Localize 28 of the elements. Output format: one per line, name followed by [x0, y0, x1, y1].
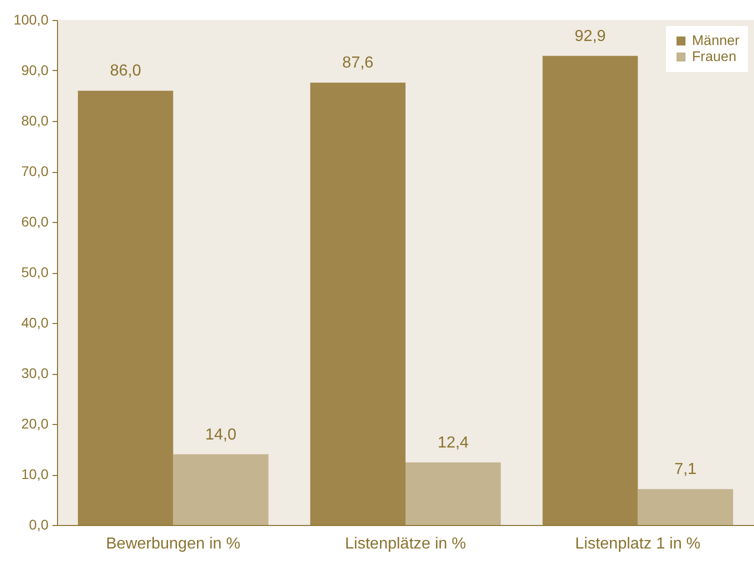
y-tick-label: 10,0	[21, 466, 49, 482]
bar	[406, 462, 501, 525]
x-tick-label: Bewerbungen in %	[106, 536, 240, 552]
x-tick-label: Listenplatz 1 in %	[575, 536, 701, 552]
data-label: 92,9	[574, 28, 606, 45]
bar	[173, 454, 268, 525]
y-tick-label: 60,0	[21, 214, 49, 230]
y-tick-label: 40,0	[21, 314, 49, 330]
y-tick-label: 20,0	[21, 416, 49, 432]
data-label: 14,0	[205, 426, 236, 444]
y-tick-label: 50,0	[21, 264, 49, 280]
bar	[542, 56, 638, 525]
data-label: 87,6	[342, 54, 374, 72]
y-tick-label: 100,0	[13, 12, 49, 28]
data-label: 86,0	[110, 62, 142, 80]
legend-label: Männer	[692, 32, 740, 48]
y-tick-label: 30,0	[21, 365, 49, 381]
x-tick-label: Listenplätze in %	[345, 536, 466, 552]
data-label: 7,1	[674, 461, 697, 478]
bar	[310, 82, 406, 525]
y-tick-label: 90,0	[21, 62, 49, 78]
legend-label: Frauen	[692, 48, 736, 64]
y-tick-label: 80,0	[21, 112, 49, 128]
y-tick-label: 70,0	[21, 163, 49, 179]
data-label: 12,4	[438, 434, 469, 452]
bar	[638, 489, 734, 525]
y-tick-label: 0,0	[29, 516, 49, 532]
bar	[78, 90, 174, 525]
